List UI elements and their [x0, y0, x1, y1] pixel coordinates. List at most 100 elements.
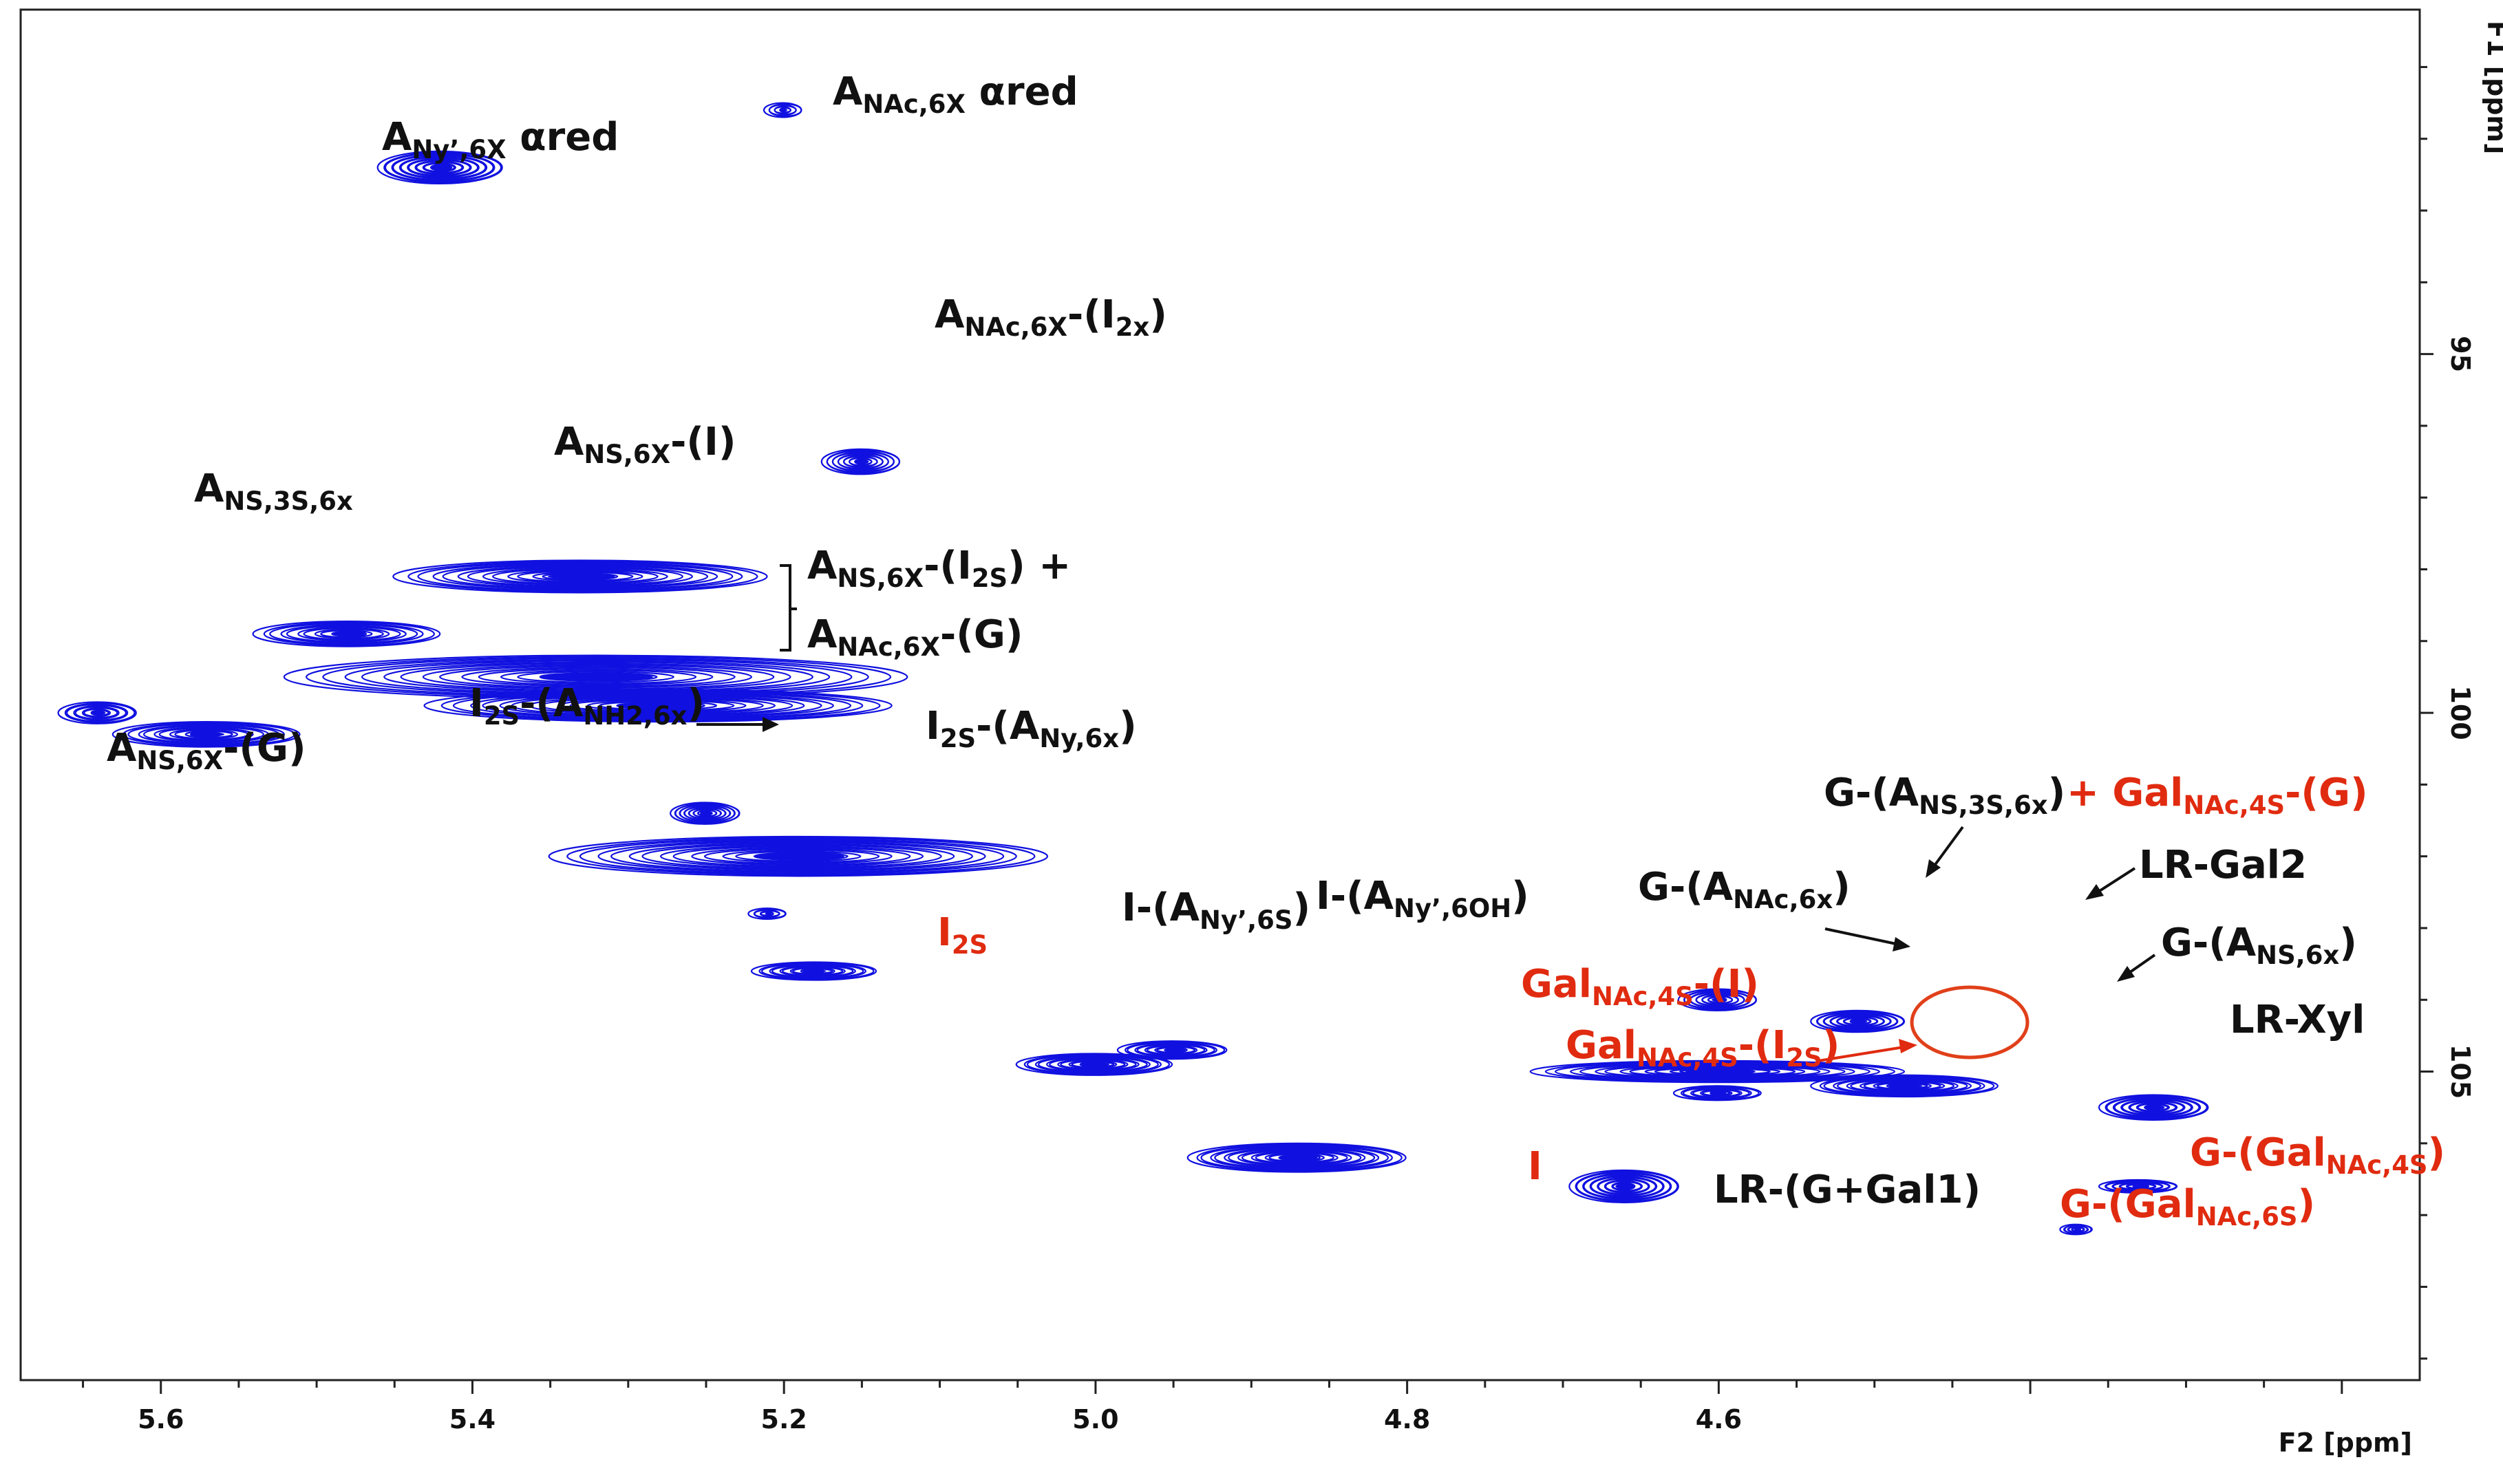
contour-core	[617, 702, 702, 709]
arrowhead-g-ans3s6x	[1926, 859, 1941, 878]
peak-A_NS6X_G	[111, 721, 301, 748]
contour-line	[1850, 1079, 1959, 1093]
contour-line	[2106, 1095, 2202, 1119]
contour-line	[64, 702, 136, 724]
contour-line	[1590, 1176, 1658, 1197]
contour-line	[1886, 1082, 1928, 1089]
contour-line	[2121, 1099, 2186, 1116]
contour-line	[467, 566, 693, 588]
contour-line	[376, 150, 503, 185]
contour-line	[73, 705, 127, 721]
contour-line	[1071, 1060, 1118, 1068]
contour-line	[1589, 1174, 1664, 1198]
x-tick-label: 5.0	[1072, 1404, 1118, 1434]
contour-line	[297, 626, 401, 642]
contour-core	[780, 109, 788, 112]
contour-core	[191, 732, 225, 737]
peak-G_A_NS3S6x	[1677, 988, 1758, 1011]
contour-line	[753, 852, 849, 861]
label-a-nac6x-ared: ANAc,6X αred	[833, 69, 1078, 119]
arrow-g-anac6x	[1824, 927, 1900, 946]
contour-core	[1712, 998, 1726, 1002]
contour-line	[1810, 1074, 1999, 1098]
peak-A_NS6X_G_tail	[57, 701, 137, 724]
contour-line	[539, 671, 658, 682]
contour-line	[1836, 1077, 1972, 1095]
contour-core	[330, 632, 365, 636]
contour-line	[1582, 1172, 1672, 1201]
contour-line	[1583, 1174, 1665, 1199]
contour-line	[542, 572, 619, 581]
contour-line	[416, 160, 465, 175]
contour-line	[414, 160, 471, 175]
contour-line	[184, 730, 233, 739]
contour-line	[1049, 1057, 1140, 1072]
peak-G_GalNAc4S	[2098, 1179, 2178, 1194]
contour-line	[1057, 1058, 1137, 1071]
contour-line	[1575, 1171, 1672, 1201]
contour-line	[482, 692, 834, 719]
contour-core	[1710, 1091, 1727, 1095]
peak-A_NS3S6x	[252, 620, 441, 647]
contour-line	[1026, 1054, 1162, 1075]
contour-line	[1819, 1075, 1995, 1097]
contour-line	[392, 154, 488, 181]
contour-core	[754, 852, 845, 860]
contour-line	[1214, 1146, 1380, 1170]
contour-line	[1702, 1090, 1733, 1097]
x-tick-label: 5.6	[138, 1404, 184, 1434]
contour-line	[286, 625, 407, 643]
contour-line	[158, 727, 254, 742]
contour-line	[442, 563, 718, 590]
label-lr-g-gal1: LR-(G+Gal1)	[1714, 1168, 1981, 1212]
contour-core	[2074, 1227, 2080, 1231]
label-g-galnac4s: G-(GalNAc,4S)	[2190, 1130, 2446, 1180]
contour-line	[392, 559, 768, 594]
highlight-circle	[1910, 985, 2030, 1060]
contour-line	[532, 571, 634, 582]
label-i-any6oh: I-(ANy’,6OH)	[1316, 874, 1529, 923]
contour-line	[1200, 1144, 1393, 1172]
label-a-nac6x-g: ANAc,6X-(G)	[807, 612, 1023, 662]
y-tick-label: 100	[2445, 685, 2475, 740]
contour-line	[1127, 1042, 1218, 1059]
contour-line	[597, 839, 1005, 874]
label-g-ans6x: G-(ANS,6x)	[2161, 921, 2357, 970]
contour-line	[1015, 1053, 1173, 1076]
x-axis-title: F2 [ppm]	[2279, 1428, 2412, 1458]
y-axis-title: F1 [ppm]	[2482, 21, 2503, 154]
contour-core	[2132, 1185, 2147, 1188]
peak-LR_Gal2	[1810, 1009, 1906, 1033]
contour-line	[1023, 1053, 1171, 1075]
arrow-lr-gal2	[2093, 867, 2136, 896]
contour-line	[303, 627, 390, 641]
contour-line	[439, 665, 753, 689]
contour-line	[138, 724, 280, 745]
contour-line	[1034, 1055, 1159, 1074]
label-a-ns6x-g: ANS,6X-(G)	[107, 726, 306, 775]
label-i2s-any6x: I2S-(ANy,6x)	[926, 704, 1137, 753]
contour-line	[383, 151, 502, 184]
contour-line	[90, 709, 109, 716]
contour-line	[1255, 1151, 1339, 1164]
contour-line	[1134, 1042, 1215, 1057]
contour-line	[566, 837, 1036, 876]
contour-line	[1154, 1046, 1196, 1055]
contour-line	[628, 841, 973, 871]
peak-GalNAc4S_I2S	[1672, 1085, 1762, 1101]
contour-line	[616, 702, 705, 710]
contour-line	[66, 703, 129, 722]
label-g-galnac6s: G-(GalNAc,6S)	[2060, 1182, 2316, 1232]
contour-line	[579, 838, 1017, 874]
label-i-any6s: I-(ANy’,6S)	[1122, 885, 1311, 935]
peak-A_NAc6X_I2x	[820, 448, 901, 475]
contour-line	[1037, 1055, 1151, 1073]
contour-line	[779, 965, 854, 978]
contour-line	[422, 664, 775, 690]
contour-line	[1196, 1143, 1403, 1172]
contour-line	[760, 963, 867, 980]
contour-line	[123, 722, 296, 747]
contour-line	[548, 835, 1049, 877]
contour-line	[1575, 1170, 1679, 1203]
